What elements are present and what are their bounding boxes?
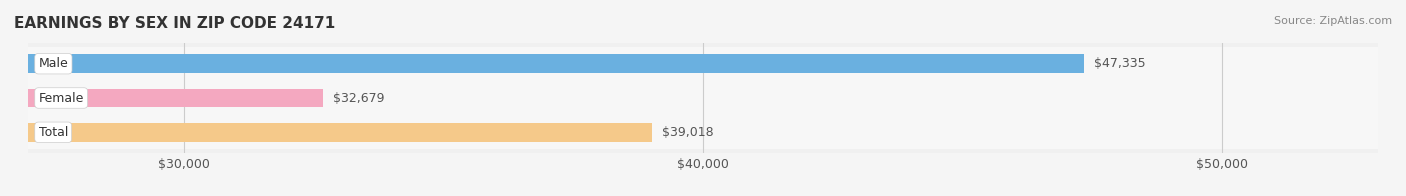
Text: Source: ZipAtlas.com: Source: ZipAtlas.com <box>1274 16 1392 26</box>
Bar <box>28 123 652 142</box>
Bar <box>28 115 1378 150</box>
Text: Total: Total <box>38 126 67 139</box>
Text: $32,679: $32,679 <box>333 92 385 104</box>
Text: Female: Female <box>38 92 84 104</box>
Bar <box>28 47 1378 81</box>
Bar <box>28 54 1084 73</box>
Bar <box>28 89 323 107</box>
Text: EARNINGS BY SEX IN ZIP CODE 24171: EARNINGS BY SEX IN ZIP CODE 24171 <box>14 16 335 31</box>
Text: $47,335: $47,335 <box>1094 57 1146 70</box>
Text: Male: Male <box>38 57 69 70</box>
Text: $39,018: $39,018 <box>662 126 714 139</box>
Bar <box>28 81 1378 115</box>
